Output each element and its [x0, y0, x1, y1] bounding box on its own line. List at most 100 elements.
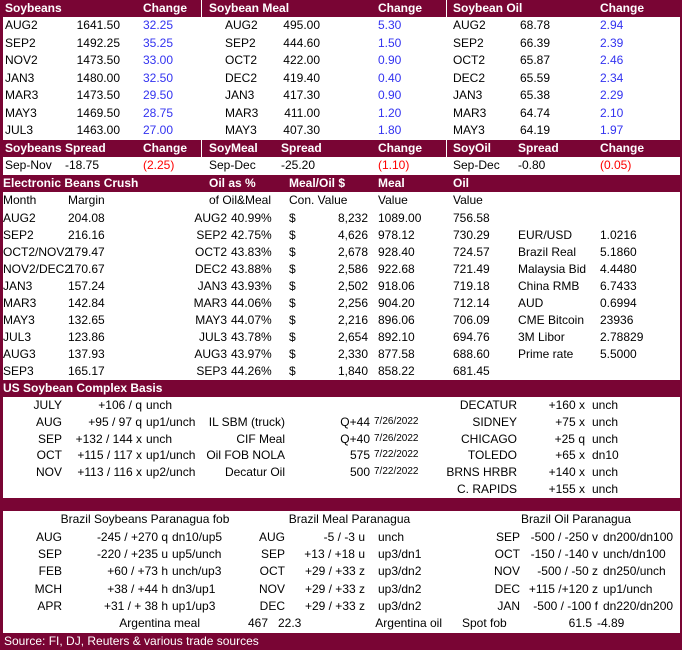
last-price: 64.19: [519, 123, 550, 137]
market-rate-label: EUR/USD: [518, 227, 573, 242]
spot-fob-change: -4.89: [597, 616, 625, 631]
meal-fob-bid: +29 / +33 z: [304, 564, 365, 579]
contract-month: AUG2: [5, 18, 38, 32]
crush-row: JAN3 157.24 JAN3 43.93% $ 2,502 918.06 7…: [0, 278, 682, 295]
market-rate-value: 2.78829: [600, 329, 644, 344]
market-rate-label: Malaysia Bid: [518, 261, 587, 276]
basis-product-value: 500: [349, 465, 370, 480]
market-rate-value: 4.4480: [600, 261, 637, 276]
soybeans-fob-change: up1/up3: [172, 598, 216, 613]
basis-product-value: 575: [349, 448, 370, 463]
meal-fob-month: OCT: [259, 564, 285, 579]
meal-fob-bid: +29 / +33 z: [304, 598, 365, 613]
soybeans-fob-bid: +31 / + 38 h: [103, 598, 168, 613]
spread-change-label: Change: [600, 140, 645, 155]
basis-month: JULY: [33, 398, 62, 412]
basis-product-label: [200, 481, 285, 498]
oil-percent: 42.75%: [231, 227, 272, 242]
contract-month: JUL3: [5, 123, 34, 137]
soybeans-fob-change: unch/up3: [172, 564, 222, 579]
crush-subheader-row: Month Margin of Oil&Meal Con. Value Valu…: [0, 192, 682, 210]
meal-value: 896.06: [378, 312, 415, 327]
basis-product-label: [200, 397, 285, 414]
basis-product-value: Q+40: [340, 431, 370, 446]
basis-month: AUG: [35, 414, 62, 429]
crush-margin: 142.84: [68, 295, 105, 310]
spread-value: -18.75: [65, 158, 100, 172]
oil-fob-change: up1/unch: [603, 581, 653, 596]
contract-month: MAR3: [225, 105, 259, 120]
market-rate-label: CME Bitcoin: [518, 312, 585, 327]
basis-title: US Soybean Complex Basis: [3, 380, 163, 395]
basis-product-value: [285, 481, 370, 498]
price-change: 32.25: [143, 18, 174, 32]
con-value: 2,502: [337, 278, 368, 293]
price-change: 1.80: [378, 123, 402, 137]
oil-value: 706.09: [453, 312, 490, 327]
oil-fob-change: dn250/unch: [603, 564, 666, 579]
oil-percent: 44.07%: [231, 312, 272, 327]
con-value: 4,626: [337, 227, 368, 242]
market-rate-value: 1.0216: [600, 227, 637, 242]
meal-value: 892.10: [378, 329, 415, 344]
con-value: 8,232: [337, 210, 368, 225]
dollar-sign: $: [289, 329, 296, 344]
crush-month: AUG2: [3, 210, 36, 225]
soybeans-fob-bid: +38 / +44 h: [107, 581, 168, 596]
basis-header-row: US Soybean Complex Basis: [0, 379, 682, 397]
price-change: 1.50: [378, 35, 402, 50]
oil-fob-bid: -150 / -140 v: [530, 547, 598, 562]
soybean-oil-quote-row: SEP2 66.39 2.39: [447, 35, 682, 53]
oil-percent: 43.93%: [231, 278, 272, 293]
crush-row: SEP3 165.17 SEP3 44.26% $ 1,840 858.22 6…: [0, 363, 682, 380]
soybeans-fob-month: SEP: [37, 547, 62, 562]
source-text: Source: FI, DJ, Reuters & various trade …: [4, 633, 259, 648]
contract-month: OCT2: [225, 53, 258, 67]
basis-product-value: [285, 397, 370, 414]
basis-change: up1/unch: [146, 448, 196, 463]
spread-months: Sep-Dec: [453, 158, 500, 172]
location-change: unch: [592, 398, 619, 412]
price-change: 0.90: [378, 88, 402, 102]
meal-value: 978.12: [378, 227, 415, 242]
soybeans-fob-change: up5/unch: [172, 547, 222, 562]
soybeans-fob-change: dn10/up5: [172, 529, 223, 544]
contract-month: JAN3: [5, 70, 35, 85]
spread-months: Sep-Dec: [209, 158, 256, 172]
contract-month: JAN3: [225, 88, 255, 102]
last-price: 1469.50: [76, 105, 120, 120]
basis-row: JULY +106 / q unch DECATUR +160 x unch: [0, 397, 682, 414]
basis-bid-offer: +113 / 116 x: [77, 465, 142, 480]
product-month: SEP2: [196, 227, 227, 242]
contract-month: OCT2: [453, 53, 486, 67]
soybeans-quote-column: AUG2 1641.50 32.25 SEP2 1492.25 35.25 NO…: [0, 17, 202, 140]
dollar-sign: $: [289, 244, 296, 259]
crush-row: MAR3 142.84 MAR3 44.06% $ 2,256 904.20 7…: [0, 295, 682, 312]
oil-percent: 43.97%: [231, 346, 272, 361]
soybean-meal-quote-row: OCT2 422.00 0.90: [202, 52, 447, 70]
crush-row: SEP2 216.16 SEP2 42.75% $ 4,626 978.12 7…: [0, 227, 682, 244]
dollar-sign: $: [289, 261, 296, 276]
basis-location: SIDNEY: [472, 414, 517, 429]
market-rate-label: Prime rate: [518, 346, 574, 361]
con-value-subheader: Con. Value: [289, 193, 348, 207]
last-price: 422.00: [283, 53, 320, 67]
oil-value: 712.14: [453, 295, 490, 310]
contract-month: SEP2: [453, 35, 484, 50]
soybeans-quote-row: NOV2 1473.50 33.00: [0, 52, 202, 70]
last-price: 1480.00: [76, 70, 120, 85]
basis-quote-date: 7/22/2022: [374, 449, 419, 461]
market-rate-label: AUD: [518, 295, 544, 310]
meal-fob-month: SEP: [260, 547, 285, 562]
soybeans-fob-bid: -220 / +235 u: [96, 547, 168, 562]
oil-value: 694.76: [453, 329, 490, 344]
soybean-oil-quote-row: DEC2 65.59 2.34: [447, 70, 682, 88]
crush-month: MAY3: [3, 312, 35, 327]
price-change: 1.20: [378, 105, 402, 120]
crush-margin: 170.67: [68, 261, 105, 276]
soybean-meal-quote-row: JAN3 417.30 0.90: [202, 87, 447, 105]
basis-product-label: Decatur Oil: [224, 465, 285, 480]
crush-month: SEP3: [3, 363, 34, 378]
soybean-oil-quote-row: AUG2 68.78 2.94: [447, 17, 682, 35]
con-value: 2,256: [337, 295, 368, 310]
